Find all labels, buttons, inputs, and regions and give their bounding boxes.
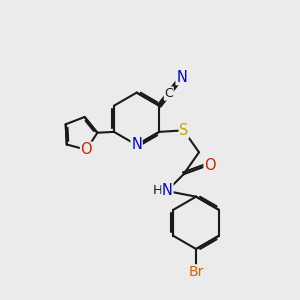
Text: O: O	[80, 142, 92, 157]
Text: Br: Br	[189, 265, 204, 279]
Text: N: N	[162, 183, 173, 198]
Text: N: N	[131, 137, 142, 152]
Text: O: O	[204, 158, 216, 173]
Text: S: S	[179, 123, 189, 138]
Text: H: H	[153, 184, 163, 196]
Text: C: C	[164, 87, 173, 100]
Text: N: N	[176, 70, 187, 85]
